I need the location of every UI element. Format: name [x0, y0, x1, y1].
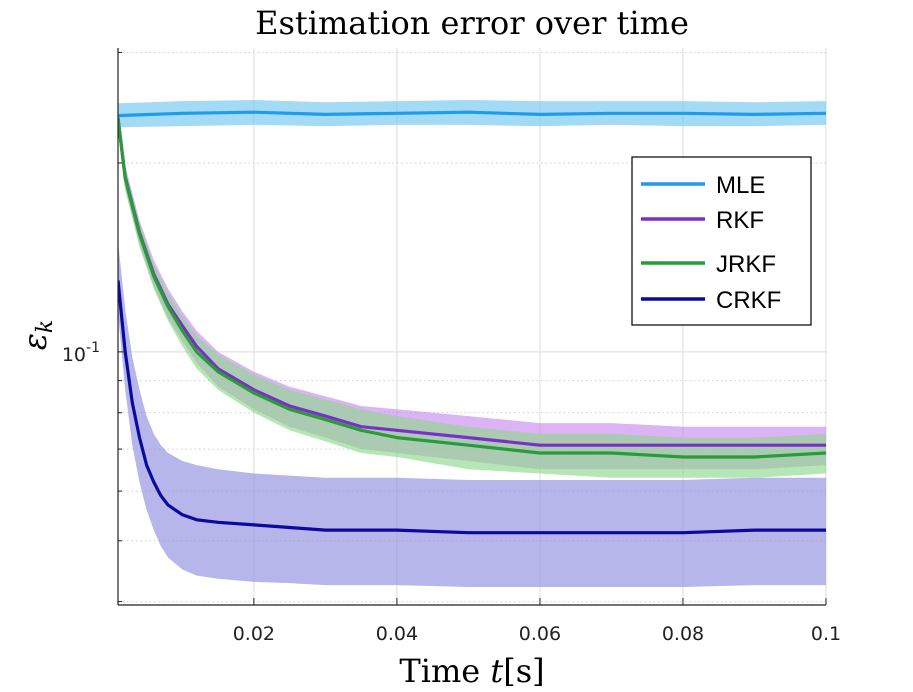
x-ticks: 0.02 0.04 0.06 0.08 0.1: [233, 598, 841, 645]
y-tick-label-base: 10: [62, 344, 86, 366]
x-axis-label-text: Time: [399, 652, 490, 690]
x-axis-label-var: t: [490, 652, 503, 690]
x-tick-label-3: 0.08: [662, 623, 704, 645]
mle-line: [118, 110, 826, 118]
x-tick-label-4: 0.1: [811, 623, 841, 645]
rkf-band: [118, 106, 826, 470]
series-lines: [118, 110, 826, 535]
legend-label-jrkf: JRKF: [716, 251, 776, 278]
legend-label-rkf: RKF: [716, 207, 764, 234]
y-axis-label-symbol: ε: [16, 333, 54, 350]
chart-title: Estimation error over time: [255, 4, 689, 42]
crkf-band: [118, 241, 826, 587]
jrkf-band: [118, 106, 826, 478]
x-tick-label-1: 0.04: [376, 623, 418, 645]
y-axis-label-subscript: k: [33, 320, 58, 333]
y-tick-label: 10-1: [62, 340, 100, 366]
x-tick-label-2: 0.06: [519, 623, 561, 645]
legend-label-crkf: CRKF: [716, 287, 781, 314]
y-tick-label-exponent: -1: [86, 340, 100, 356]
legend: MLE RKF JRKF CRKF: [631, 156, 812, 326]
x-tick-label-0: 0.02: [233, 623, 275, 645]
y-axis-label: εk: [16, 320, 58, 351]
x-axis-label-unit: [s]: [503, 652, 544, 690]
crkf-line: [118, 280, 826, 535]
y-ticks: 10-1: [62, 52, 126, 603]
axes: [117, 48, 826, 606]
legend-label-mle: MLE: [716, 172, 765, 199]
jrkf-line: [118, 117, 826, 459]
x-axis-label: Time t[s]: [399, 652, 544, 690]
